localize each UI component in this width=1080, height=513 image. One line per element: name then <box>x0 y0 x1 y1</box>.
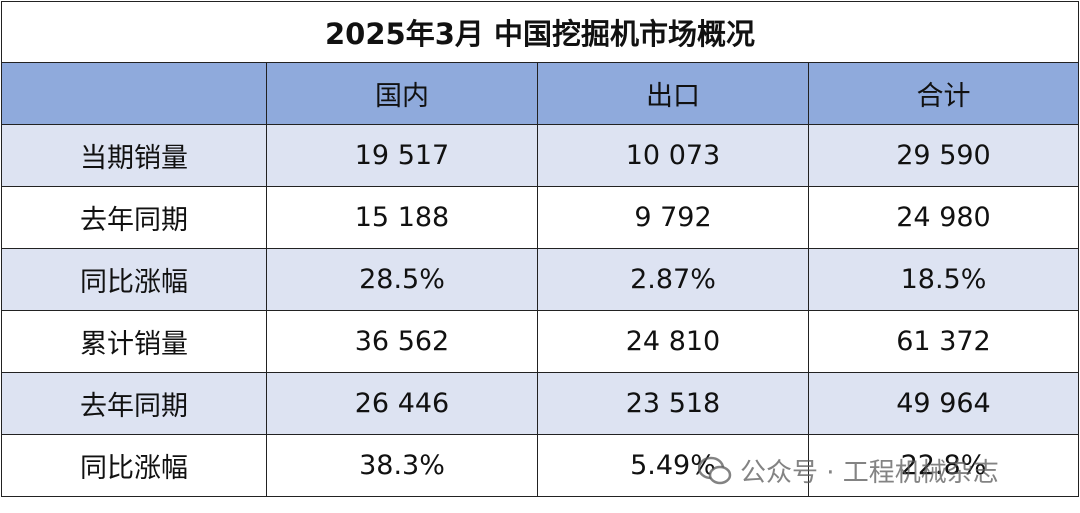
row-label: 同比涨幅 <box>1 434 267 497</box>
data-row: 去年同期 26 446 23 518 49 964 <box>1 372 1079 435</box>
header-cell: 出口 <box>537 62 809 125</box>
table-title: 2025年3月 中国挖掘机市场概况 <box>1 1 1079 63</box>
data-cell: 29 590 <box>808 124 1079 187</box>
data-cell: 10 073 <box>537 124 809 187</box>
header-cell <box>1 62 267 125</box>
data-row: 同比涨幅 28.5% 2.87% 18.5% <box>1 248 1079 311</box>
data-cell: 2.87% <box>537 248 809 311</box>
data-cell: 24 980 <box>808 186 1079 249</box>
data-row: 当期销量 19 517 10 073 29 590 <box>1 124 1079 187</box>
data-cell: 49 964 <box>808 372 1079 435</box>
data-cell: 9 792 <box>537 186 809 249</box>
header-cell: 国内 <box>266 62 538 125</box>
data-cell: 26 446 <box>266 372 538 435</box>
data-cell: 38.3% <box>266 434 538 497</box>
table-body: 国内 出口 合计 当期销量 19 517 10 073 29 590 去年同期 15 188 9 … <box>1 62 1079 497</box>
row-label: 累计销量 <box>1 310 267 373</box>
row-label: 去年同期 <box>1 372 267 435</box>
data-cell: 28.5% <box>266 248 538 311</box>
header-row: 国内 出口 合计 <box>1 62 1079 125</box>
watermark-text: 公众号 · 工程机械杂志 <box>740 458 999 488</box>
row-label: 当期销量 <box>1 124 267 187</box>
data-cell: 5.49% <box>537 434 809 497</box>
watermark: 公众号 · 工程机械杂志 <box>698 452 999 489</box>
data-row: 同比涨幅 38.3% 5.49% 22.8% <box>1 434 1079 497</box>
data-row: 去年同期 15 188 9 792 24 980 <box>1 186 1079 249</box>
data-cell: 61 372 <box>808 310 1079 373</box>
row-label: 同比涨幅 <box>1 248 267 311</box>
data-cell: 19 517 <box>266 124 538 187</box>
header-cell: 合计 <box>808 62 1079 125</box>
market-table: 2025年3月 中国挖掘机市场概况 国内 出口 合计 当期销量 19 517 10 073… <box>1 1 1079 497</box>
data-cell: 36 562 <box>266 310 538 373</box>
data-cell: 23 518 <box>537 372 809 435</box>
data-cell: 22.8% <box>808 434 1079 497</box>
data-cell: 15 188 <box>266 186 538 249</box>
data-row: 累计销量 36 562 24 810 61 372 <box>1 310 1079 373</box>
data-cell: 18.5% <box>808 248 1079 311</box>
data-cell: 24 810 <box>537 310 809 373</box>
row-label: 去年同期 <box>1 186 267 249</box>
wechat-icon <box>698 456 732 484</box>
